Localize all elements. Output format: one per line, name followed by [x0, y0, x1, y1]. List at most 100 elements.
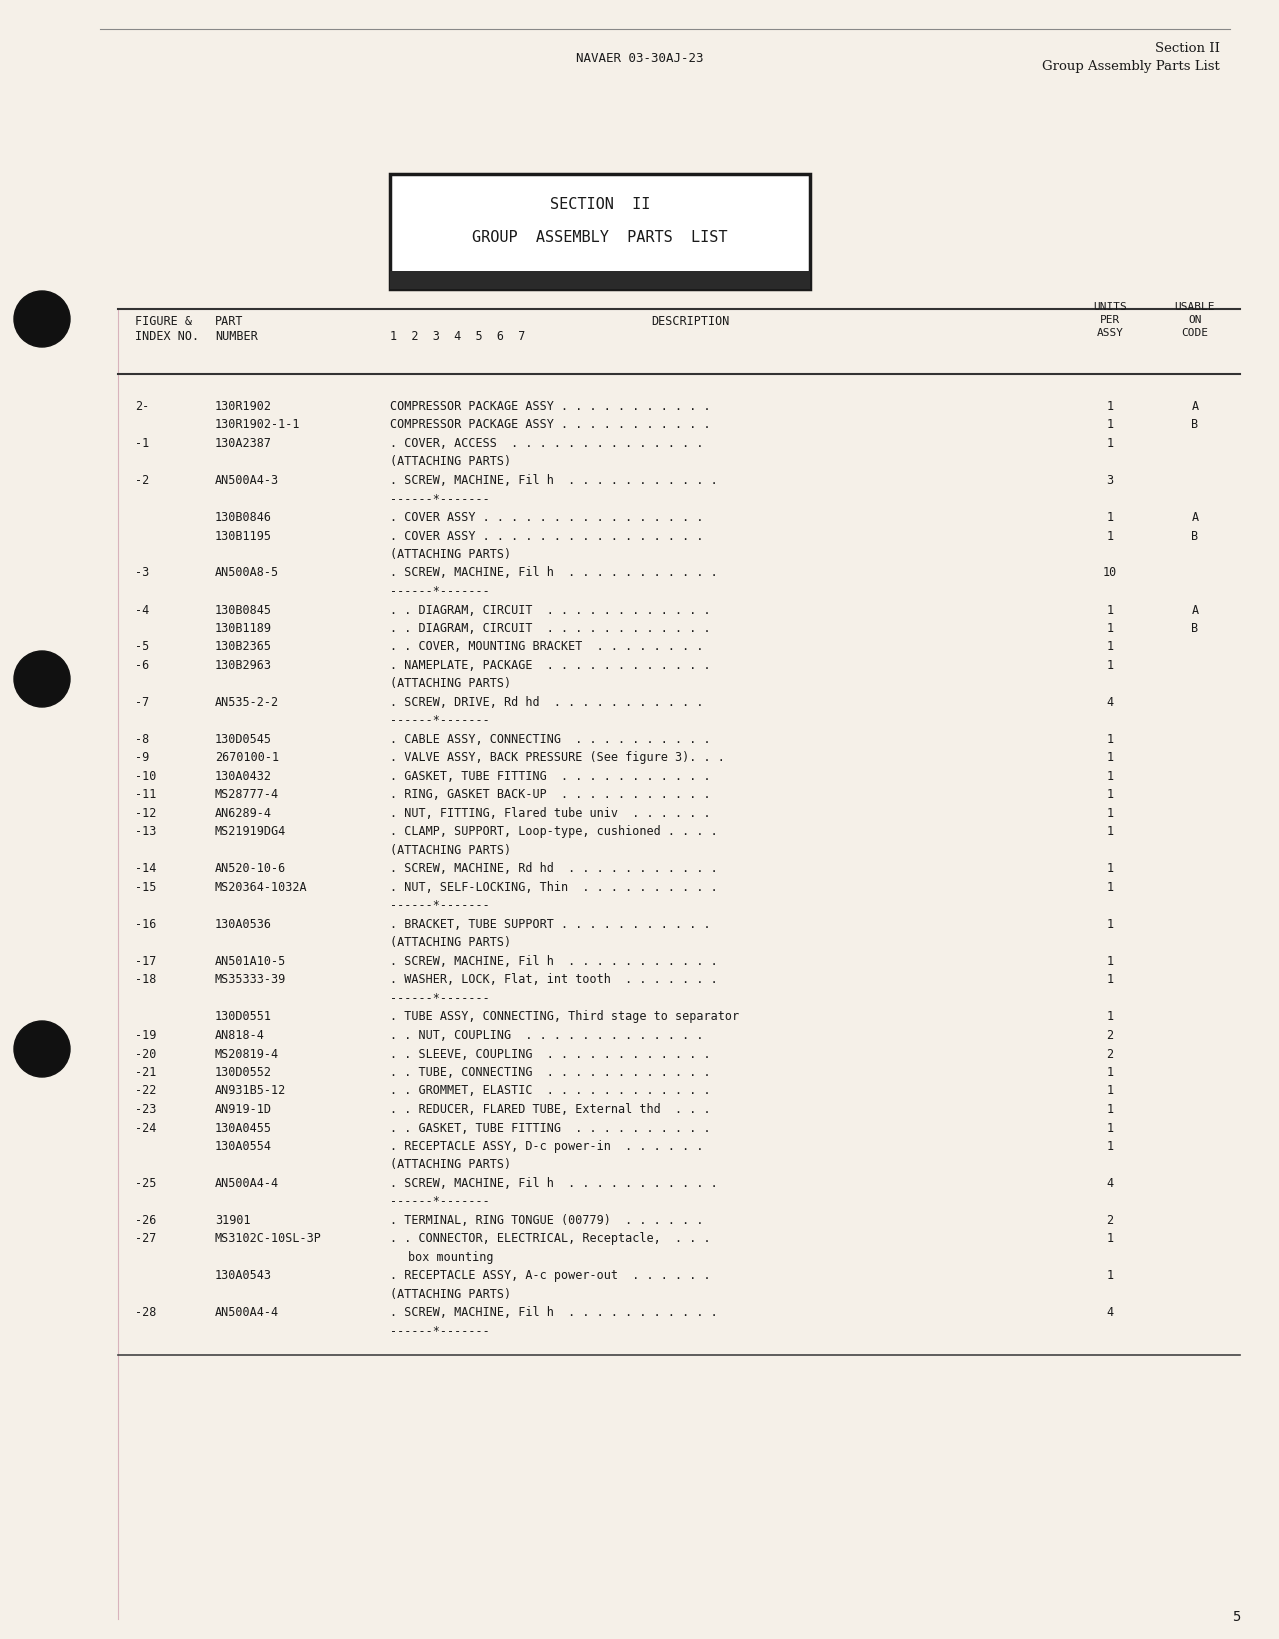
Text: -26: -26	[136, 1213, 156, 1226]
Text: (ATTACHING PARTS): (ATTACHING PARTS)	[390, 547, 512, 561]
Text: -22: -22	[136, 1083, 156, 1096]
Text: ------*-------: ------*-------	[390, 1195, 490, 1208]
Text: 1: 1	[1106, 1269, 1114, 1282]
Text: 1: 1	[1106, 659, 1114, 672]
Text: . TUBE ASSY, CONNECTING, Third stage to separator: . TUBE ASSY, CONNECTING, Third stage to …	[390, 1010, 739, 1023]
Text: (ATTACHING PARTS): (ATTACHING PARTS)	[390, 1287, 512, 1300]
Text: COMPRESSOR PACKAGE ASSY . . . . . . . . . . .: COMPRESSOR PACKAGE ASSY . . . . . . . . …	[390, 400, 711, 413]
Text: . NUT, SELF-LOCKING, Thin  . . . . . . . . . .: . NUT, SELF-LOCKING, Thin . . . . . . . …	[390, 880, 718, 893]
Text: MS3102C-10SL-3P: MS3102C-10SL-3P	[215, 1233, 322, 1244]
Text: 1: 1	[1106, 436, 1114, 449]
Text: 1: 1	[1106, 621, 1114, 634]
Text: -9: -9	[136, 751, 150, 764]
Text: AN6289-4: AN6289-4	[215, 806, 272, 820]
Text: -3: -3	[136, 565, 150, 579]
Text: ASSY: ASSY	[1096, 328, 1123, 338]
Text: -20: -20	[136, 1047, 156, 1060]
Text: 1: 1	[1106, 400, 1114, 413]
Text: -16: -16	[136, 918, 156, 931]
Text: AN500A4-4: AN500A4-4	[215, 1306, 279, 1319]
Text: . . DIAGRAM, CIRCUIT  . . . . . . . . . . . .: . . DIAGRAM, CIRCUIT . . . . . . . . . .…	[390, 621, 711, 634]
Text: . CLAMP, SUPPORT, Loop-type, cushioned . . . .: . CLAMP, SUPPORT, Loop-type, cushioned .…	[390, 824, 718, 838]
Text: AN818-4: AN818-4	[215, 1028, 265, 1041]
Text: . . GROMMET, ELASTIC  . . . . . . . . . . . .: . . GROMMET, ELASTIC . . . . . . . . . .…	[390, 1083, 711, 1096]
Text: CODE: CODE	[1182, 328, 1209, 338]
Text: AN500A8-5: AN500A8-5	[215, 565, 279, 579]
Text: 130D0552: 130D0552	[215, 1065, 272, 1078]
Text: . GASKET, TUBE FITTING  . . . . . . . . . . .: . GASKET, TUBE FITTING . . . . . . . . .…	[390, 770, 711, 782]
Text: -18: -18	[136, 974, 156, 987]
Text: PART: PART	[215, 315, 243, 328]
Text: 130A2387: 130A2387	[215, 436, 272, 449]
Text: . . CONNECTOR, ELECTRICAL, Receptacle,  . . .: . . CONNECTOR, ELECTRICAL, Receptacle, .…	[390, 1233, 711, 1244]
Text: 130D0545: 130D0545	[215, 733, 272, 746]
Text: 5: 5	[1232, 1609, 1241, 1623]
Text: AN500A4-4: AN500A4-4	[215, 1177, 279, 1190]
Text: 1: 1	[1106, 806, 1114, 820]
Text: 1: 1	[1106, 1010, 1114, 1023]
Text: 1: 1	[1106, 1083, 1114, 1096]
Text: . BRACKET, TUBE SUPPORT . . . . . . . . . . .: . BRACKET, TUBE SUPPORT . . . . . . . . …	[390, 918, 711, 931]
Text: 4: 4	[1106, 1306, 1114, 1319]
Text: 3: 3	[1106, 474, 1114, 487]
Text: . NAMEPLATE, PACKAGE  . . . . . . . . . . . .: . NAMEPLATE, PACKAGE . . . . . . . . . .…	[390, 659, 711, 672]
Text: 1: 1	[1106, 1139, 1114, 1152]
Text: GROUP  ASSEMBLY  PARTS  LIST: GROUP ASSEMBLY PARTS LIST	[472, 229, 728, 244]
Text: 130R1902-1-1: 130R1902-1-1	[215, 418, 301, 431]
Text: -7: -7	[136, 695, 150, 708]
Text: MS20819-4: MS20819-4	[215, 1047, 279, 1060]
Text: MS21919DG4: MS21919DG4	[215, 824, 286, 838]
Text: 1: 1	[1106, 641, 1114, 652]
Text: NUMBER: NUMBER	[215, 329, 258, 343]
Text: AN520-10-6: AN520-10-6	[215, 862, 286, 875]
Text: A: A	[1192, 511, 1198, 524]
Text: AN501A10-5: AN501A10-5	[215, 954, 286, 967]
Text: ------*-------: ------*-------	[390, 715, 490, 728]
Text: . VALVE ASSY, BACK PRESSURE (See figure 3). . .: . VALVE ASSY, BACK PRESSURE (See figure …	[390, 751, 725, 764]
Text: 1: 1	[1106, 788, 1114, 801]
Text: -28: -28	[136, 1306, 156, 1319]
Text: 130B1195: 130B1195	[215, 529, 272, 543]
Text: ON: ON	[1188, 315, 1202, 325]
Text: 130B2365: 130B2365	[215, 641, 272, 652]
Text: 130B2963: 130B2963	[215, 659, 272, 672]
Text: A: A	[1192, 400, 1198, 413]
Text: -13: -13	[136, 824, 156, 838]
Text: 2670100-1: 2670100-1	[215, 751, 279, 764]
Text: -4: -4	[136, 603, 150, 616]
Text: -14: -14	[136, 862, 156, 875]
Text: INDEX NO.: INDEX NO.	[136, 329, 200, 343]
Text: 1: 1	[1106, 862, 1114, 875]
Text: 130R1902: 130R1902	[215, 400, 272, 413]
Text: 130B0846: 130B0846	[215, 511, 272, 524]
Text: -27: -27	[136, 1233, 156, 1244]
Text: MS20364-1032A: MS20364-1032A	[215, 880, 308, 893]
Text: -21: -21	[136, 1065, 156, 1078]
Text: -15: -15	[136, 880, 156, 893]
Text: ------*-------: ------*-------	[390, 585, 490, 598]
Text: (ATTACHING PARTS): (ATTACHING PARTS)	[390, 936, 512, 949]
Text: -17: -17	[136, 954, 156, 967]
Bar	[390, 272, 810, 290]
Text: 1: 1	[1106, 529, 1114, 543]
Text: . SCREW, MACHINE, Fil h  . . . . . . . . . . .: . SCREW, MACHINE, Fil h . . . . . . . . …	[390, 474, 718, 487]
Text: NAVAER 03-30AJ-23: NAVAER 03-30AJ-23	[577, 52, 703, 66]
Text: . COVER ASSY . . . . . . . . . . . . . . . .: . COVER ASSY . . . . . . . . . . . . . .…	[390, 511, 703, 524]
Circle shape	[14, 652, 70, 708]
Text: 1  2  3  4  5  6  7: 1 2 3 4 5 6 7	[390, 329, 526, 343]
Text: -8: -8	[136, 733, 150, 746]
Text: 130A0554: 130A0554	[215, 1139, 272, 1152]
Text: . RING, GASKET BACK-UP  . . . . . . . . . . .: . RING, GASKET BACK-UP . . . . . . . . .…	[390, 788, 711, 801]
Text: (ATTACHING PARTS): (ATTACHING PARTS)	[390, 456, 512, 469]
Text: (ATTACHING PARTS): (ATTACHING PARTS)	[390, 844, 512, 857]
Text: . . GASKET, TUBE FITTING  . . . . . . . . . .: . . GASKET, TUBE FITTING . . . . . . . .…	[390, 1121, 711, 1134]
Text: 1: 1	[1106, 770, 1114, 782]
Text: 1: 1	[1106, 1121, 1114, 1134]
Text: -12: -12	[136, 806, 156, 820]
Text: FIGURE &: FIGURE &	[136, 315, 192, 328]
Text: 2: 2	[1106, 1213, 1114, 1226]
Text: 1: 1	[1106, 1065, 1114, 1078]
Text: 1: 1	[1106, 733, 1114, 746]
Text: (ATTACHING PARTS): (ATTACHING PARTS)	[390, 677, 512, 690]
Text: 1: 1	[1106, 418, 1114, 431]
